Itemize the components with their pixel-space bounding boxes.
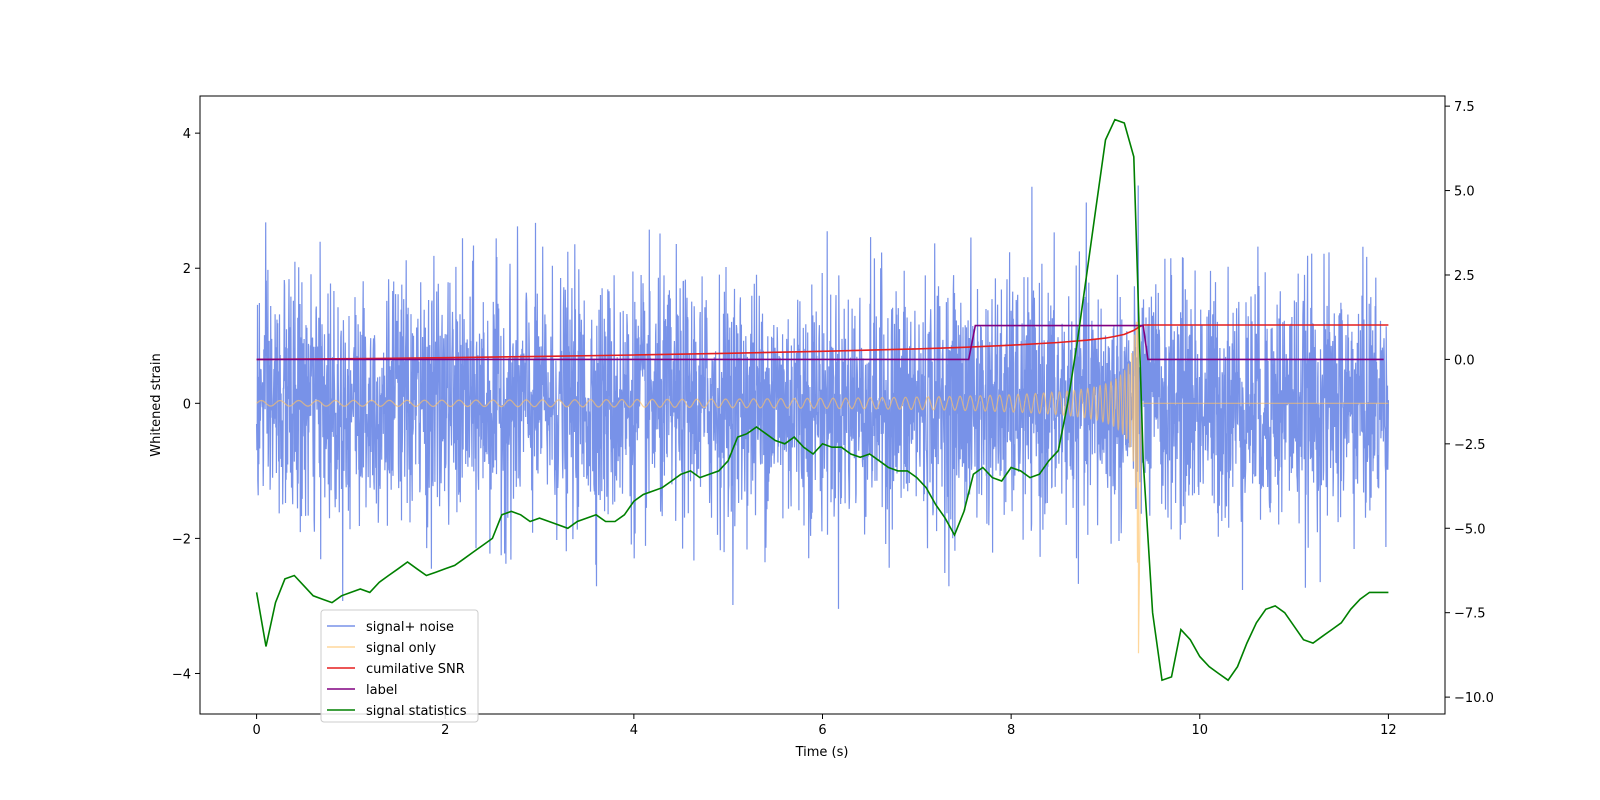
x-tick-label: 8 xyxy=(1007,723,1015,738)
plot-area xyxy=(255,118,1389,682)
legend-box xyxy=(320,609,479,723)
x-tick-label: 2 xyxy=(441,723,449,738)
legend-entry: label xyxy=(366,683,397,698)
series-label xyxy=(256,324,1384,361)
legend-entry: signal only xyxy=(366,641,436,656)
x-tick-label: 6 xyxy=(818,723,826,738)
y-tick-label: 0 xyxy=(183,397,191,412)
y-axis-label: Whitened strain xyxy=(149,353,164,456)
x-tick-label: 10 xyxy=(1191,723,1208,738)
series-signal-statistics xyxy=(255,118,1389,682)
y-axis-right: −10.0 −7.5 −5.0 −2.5 0.0 2.5 5.0 7.5 xyxy=(1445,100,1494,706)
y-axis-left: −4 −2 0 2 4 xyxy=(172,127,200,682)
y-tick-label: 4 xyxy=(183,127,191,142)
y-tick-label: −2 xyxy=(172,532,191,547)
y2-tick-label: −5.0 xyxy=(1454,522,1486,537)
y-tick-label: 2 xyxy=(183,262,191,277)
y2-tick-label: 5.0 xyxy=(1454,185,1475,200)
y2-tick-label: −2.5 xyxy=(1454,438,1486,453)
y2-tick-label: −7.5 xyxy=(1454,607,1486,622)
y2-tick-label: 0.0 xyxy=(1454,353,1475,368)
y2-tick-label: −10.0 xyxy=(1454,691,1494,706)
x-tick-label: 12 xyxy=(1380,723,1397,738)
legend-entry: cumilative SNR xyxy=(366,662,465,677)
legend-entry: signal statistics xyxy=(366,704,467,719)
series-signal-plus-noise xyxy=(256,185,1389,609)
y2-tick-label: 7.5 xyxy=(1454,100,1475,115)
x-tick-label: 0 xyxy=(252,723,260,738)
y-tick-label: −4 xyxy=(172,667,191,682)
x-tick-label: 4 xyxy=(630,723,638,738)
x-axis-label: Time (s) xyxy=(795,745,849,760)
series-signal-only xyxy=(256,321,1389,654)
y2-tick-label: 2.5 xyxy=(1454,269,1475,284)
legend-entry: signal+ noise xyxy=(366,620,454,635)
legend: signal+ noise signal only cumilative SNR la… xyxy=(320,609,479,723)
